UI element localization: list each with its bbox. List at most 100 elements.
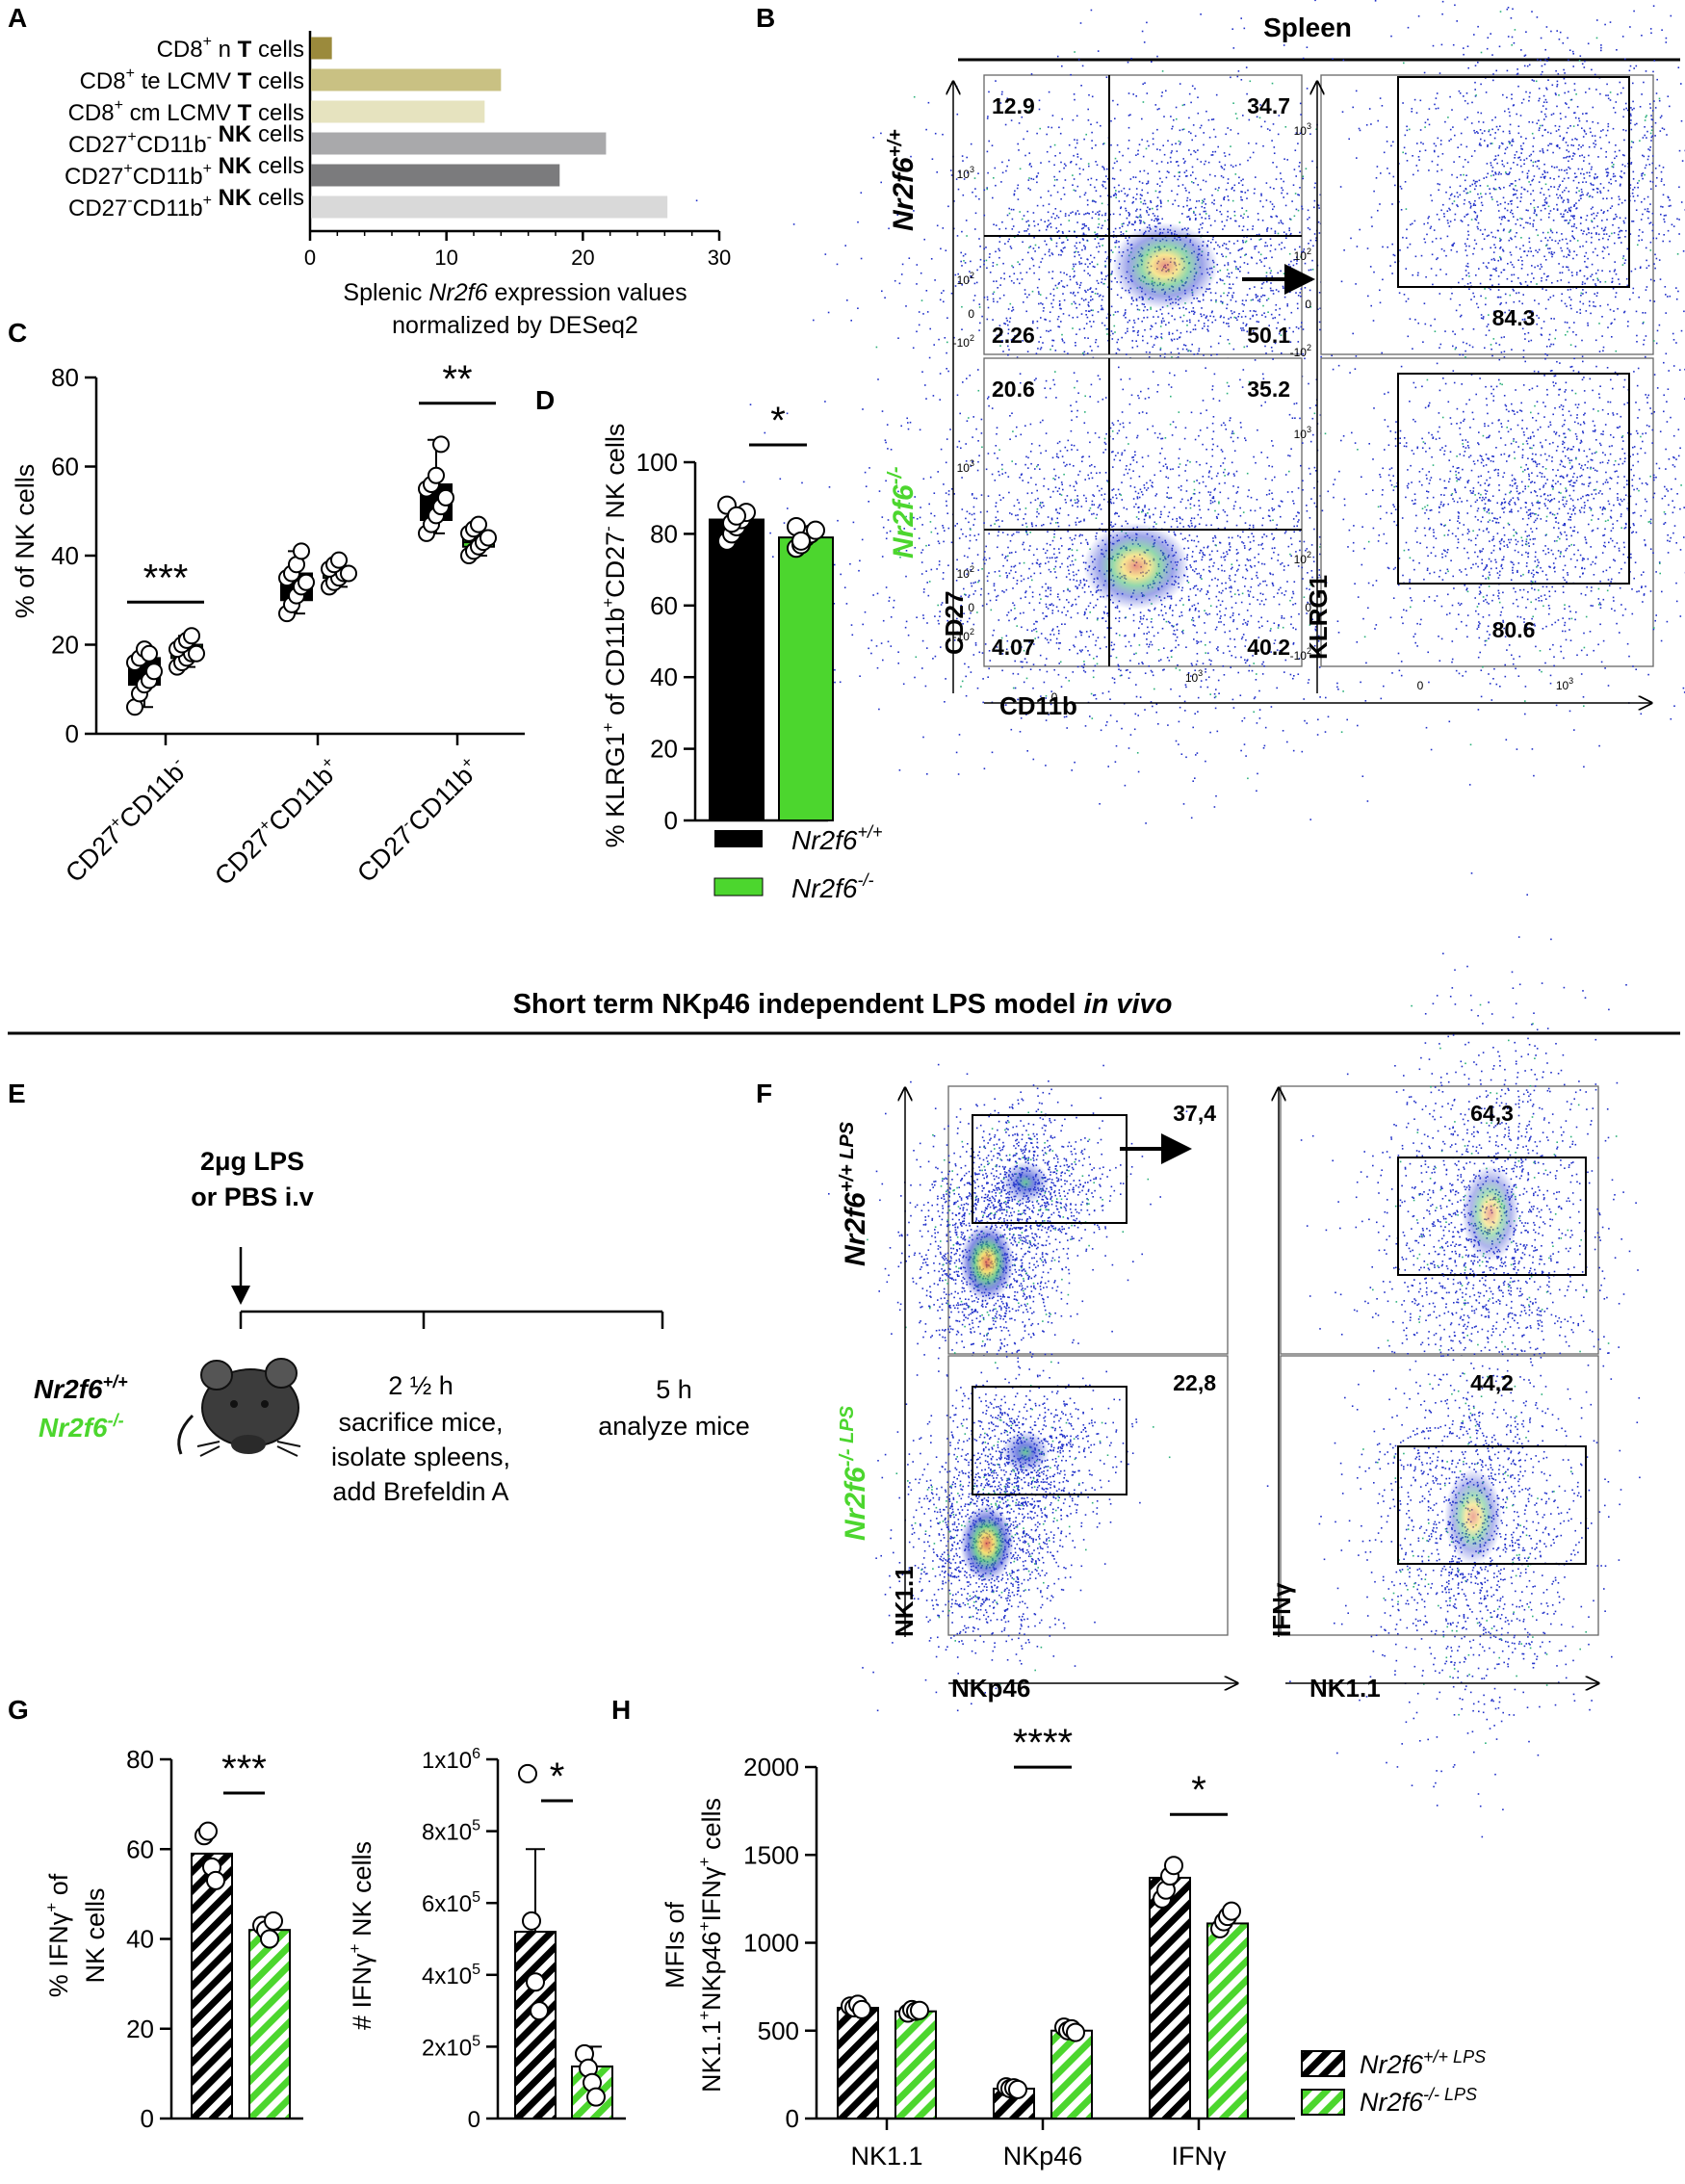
- event-dot: [1102, 245, 1103, 247]
- event-dot: [1174, 339, 1176, 341]
- event-dot: [1139, 216, 1141, 218]
- text-span: +: [203, 161, 212, 177]
- event-dot: [1234, 215, 1236, 217]
- event-dot: [1265, 242, 1267, 244]
- event-dot: [1063, 313, 1065, 315]
- event-dot: [1293, 265, 1295, 267]
- event-dot: [1046, 450, 1048, 452]
- event-dot: [1019, 122, 1021, 124]
- event-dot: [1280, 172, 1282, 174]
- event-dot: [1058, 283, 1060, 285]
- event-dot: [1224, 243, 1226, 245]
- event-dot: [1040, 302, 1042, 304]
- event-dot: [1065, 213, 1067, 215]
- event-dot: [1133, 459, 1135, 461]
- event-dot: [1128, 214, 1130, 216]
- text-span: +: [203, 34, 212, 50]
- event-dot: [1202, 227, 1204, 229]
- event-dot: [1095, 213, 1097, 215]
- event-dot: [1091, 350, 1093, 351]
- event-dot: [998, 257, 1000, 259]
- event-dot: [978, 198, 980, 200]
- event-dot: [1118, 185, 1120, 187]
- event-dot: [1039, 109, 1041, 111]
- event-dot: [883, 620, 885, 622]
- event-dot: [1149, 517, 1151, 519]
- event-dot: [1051, 127, 1053, 129]
- event-dot: [1285, 126, 1287, 128]
- event-dot: [1002, 351, 1004, 352]
- event-dot: [1221, 221, 1223, 223]
- event-dot: [1110, 715, 1112, 716]
- event-dot: [992, 144, 994, 146]
- event-dot: [1027, 211, 1029, 213]
- event-dot: [983, 264, 985, 266]
- event-dot: [1011, 460, 1013, 462]
- event-dot: [974, 295, 976, 297]
- event-dot: [1261, 287, 1263, 289]
- event-dot: [1050, 321, 1051, 323]
- event-dot: [1178, 644, 1180, 646]
- event-dot: [1102, 203, 1103, 205]
- event-dot: [1262, 220, 1264, 221]
- event-dot: [965, 253, 967, 255]
- event-dot: [1318, 221, 1320, 223]
- event-dot: [1302, 178, 1304, 180]
- event-dot: [1194, 489, 1196, 491]
- event-dot: [1057, 325, 1059, 327]
- event-dot: [1039, 566, 1041, 568]
- event-dot: [1256, 143, 1257, 144]
- event-dot: [879, 490, 881, 492]
- event-dot: [1292, 500, 1294, 502]
- event-dot: [1185, 507, 1187, 509]
- event-dot: [1244, 262, 1246, 264]
- event-dot: [994, 292, 996, 294]
- event-dot: [1117, 295, 1119, 297]
- event-dot: [1082, 352, 1084, 354]
- event-dot: [1278, 134, 1280, 136]
- event-dot: [1253, 152, 1255, 154]
- event-dot: [1123, 389, 1125, 391]
- x-tick-label: 30: [708, 246, 731, 270]
- event-dot: [1257, 599, 1258, 601]
- event-dot: [1053, 165, 1055, 167]
- event-dot: [1211, 322, 1213, 324]
- event-dot: [1064, 247, 1066, 248]
- event-dot: [1050, 238, 1052, 240]
- event-dot: [1206, 316, 1208, 318]
- event-dot: [1279, 308, 1281, 310]
- event-dot: [1235, 266, 1237, 268]
- event-dot: [1091, 10, 1093, 12]
- event-dot: [1061, 280, 1063, 282]
- event-dot: [1101, 227, 1102, 229]
- event-dot: [1224, 196, 1226, 198]
- event-dot: [1211, 118, 1213, 120]
- event-dot: [956, 86, 958, 88]
- event-dot: [1241, 316, 1243, 318]
- event-dot: [1075, 345, 1076, 347]
- event-dot: [1098, 311, 1100, 313]
- event-dot: [943, 290, 945, 292]
- event-dot: [1283, 273, 1285, 274]
- event-dot: [1185, 190, 1187, 192]
- event-dot: [1101, 282, 1102, 284]
- event-dot: [989, 253, 991, 255]
- event-dot: [1053, 554, 1055, 556]
- event-dot: [1312, 418, 1314, 420]
- event-dot: [1058, 127, 1060, 129]
- event-dot: [1227, 269, 1229, 271]
- event-dot: [1171, 128, 1173, 130]
- event-dot: [1004, 243, 1006, 245]
- event-dot: [1053, 185, 1055, 187]
- event-dot: [1171, 152, 1173, 154]
- event-dot: [1132, 330, 1134, 332]
- event-dot: [1203, 400, 1205, 402]
- event-dot: [1260, 593, 1262, 595]
- event-dot: [1244, 28, 1246, 30]
- event-dot: [1204, 314, 1205, 316]
- event-dot: [1147, 141, 1149, 143]
- event-dot: [1169, 511, 1171, 513]
- event-dot: [1081, 249, 1083, 251]
- event-dot: [1088, 213, 1090, 215]
- event-dot: [1003, 273, 1005, 274]
